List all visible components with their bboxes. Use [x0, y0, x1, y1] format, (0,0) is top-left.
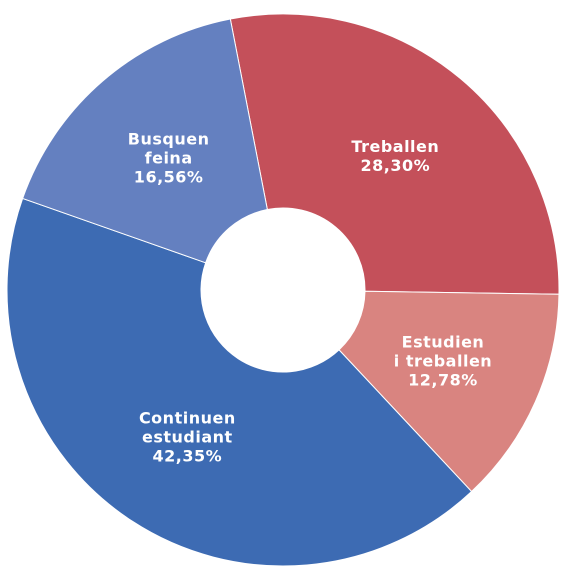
category-label: Estudien i treballen — [393, 332, 493, 371]
slice-label: Treballen 28,30% — [351, 137, 439, 175]
donut-slice — [21, 18, 268, 264]
slice-label: Busquen feina 16,56% — [128, 129, 210, 186]
donut-slice — [6, 197, 473, 567]
donut-slice — [229, 13, 560, 295]
category-label: Continuen estudiant — [138, 408, 236, 447]
value-label: 16,56% — [133, 167, 204, 187]
donut-slice — [338, 290, 560, 493]
value-label: 42,35% — [152, 446, 223, 466]
category-label: Busquen feina — [127, 129, 210, 168]
category-label: Treballen — [351, 136, 440, 156]
slice-label: Continuen estudiant 42,35% — [139, 408, 236, 465]
slice-label: Estudien i treballen 12,78% — [394, 332, 492, 389]
value-label: 28,30% — [360, 155, 431, 175]
value-label: 12,78% — [408, 370, 478, 390]
